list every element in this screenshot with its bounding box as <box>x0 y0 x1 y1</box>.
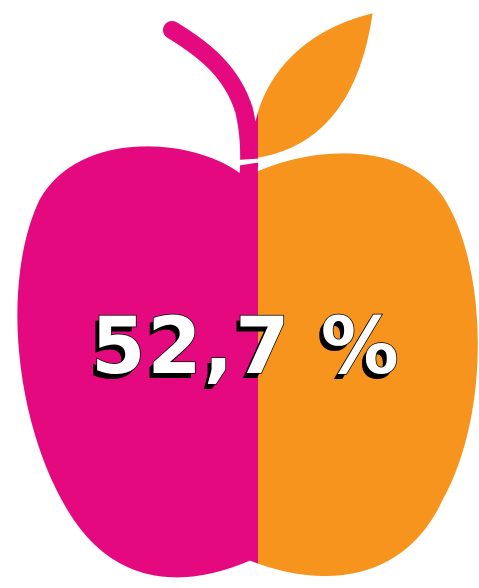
leaf-notch <box>236 156 300 166</box>
percent-label-shadow: 52,7 % <box>87 307 397 397</box>
percent-label: 52,7 % <box>91 302 401 392</box>
